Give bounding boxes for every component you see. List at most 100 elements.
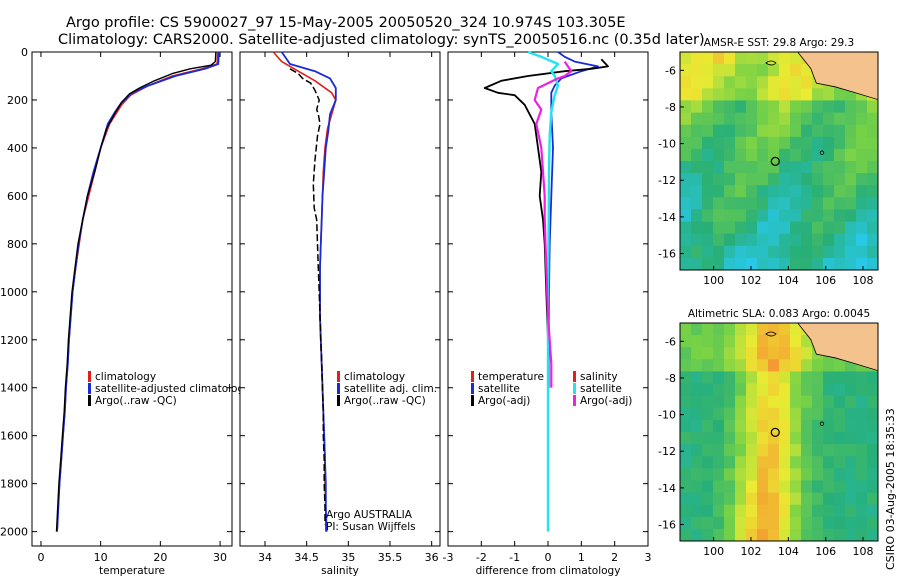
difference-panel: -3 -2 -1 0 1 2 3 difference from climatology tem… xyxy=(443,50,652,577)
sst_map-cell xyxy=(801,197,813,210)
sla_map-cell xyxy=(735,432,747,445)
sla_map-cell xyxy=(768,432,780,445)
sla_map-cell xyxy=(812,383,824,397)
sla_map-cell xyxy=(680,516,692,530)
difference-xtick-label: -1 xyxy=(509,551,520,564)
sst_map-cell xyxy=(834,245,846,259)
sla_map-cell xyxy=(845,468,857,481)
sla_map-cell xyxy=(812,480,824,494)
sla_map-cell xyxy=(746,432,758,445)
sla_map-cell xyxy=(790,504,802,518)
sla_map-cell xyxy=(856,407,868,421)
difference-xtick-label: -2 xyxy=(476,551,487,564)
sst_map-cell xyxy=(779,257,791,270)
difference-legend-swatch xyxy=(573,395,576,406)
sst_map-cell xyxy=(812,245,824,259)
sst_map-cell xyxy=(746,197,758,210)
salinity-legend-swatch xyxy=(337,383,340,394)
sla_map-cell xyxy=(867,444,878,457)
sst_map-cell xyxy=(779,136,791,150)
sla_map-cell xyxy=(834,456,846,469)
sst_map-cell xyxy=(680,64,692,77)
sla_map-cell xyxy=(724,359,736,372)
sla_map-cell xyxy=(867,407,878,421)
sla_map-cell xyxy=(713,444,725,457)
sst_map-cell xyxy=(691,209,703,223)
sla_map-cell xyxy=(757,323,769,336)
sla_map-cell xyxy=(680,371,692,385)
sla_map-cell xyxy=(834,480,846,494)
sst_map-cell xyxy=(746,161,758,174)
sst_map-cell xyxy=(713,173,725,186)
sla_map-cell xyxy=(713,480,725,494)
sst_map-cell xyxy=(746,88,758,101)
sla_map-cell xyxy=(735,347,747,360)
salinity-xtick-label: 34 xyxy=(258,551,272,564)
sst_map-cell xyxy=(834,173,846,186)
sst_map-cell xyxy=(823,197,835,210)
sst_map-cell xyxy=(702,88,714,101)
sla_map-cell xyxy=(812,359,824,372)
sla_map-cell xyxy=(724,444,736,457)
sla_map-cell xyxy=(801,407,813,421)
sst_map-cell xyxy=(691,64,703,77)
difference-xtick-label: 1 xyxy=(578,551,585,564)
sla_map-cell xyxy=(724,335,736,348)
sst_map-cell xyxy=(680,136,692,150)
sst_map-cell xyxy=(768,76,780,89)
sla_map-cell xyxy=(680,432,692,445)
sla_map-cell xyxy=(801,359,813,372)
sla_map-cell xyxy=(779,516,791,530)
sst_map-cell xyxy=(801,148,813,162)
sst_map-cell xyxy=(812,173,824,186)
sla_map-cell xyxy=(702,395,714,409)
sst_map-cell xyxy=(757,245,769,259)
sla_map-cell xyxy=(790,528,802,541)
sst_map-cell xyxy=(823,233,835,247)
sst_map-cell xyxy=(713,257,725,270)
sst_map-cell xyxy=(724,257,736,270)
sst_map-cell xyxy=(691,185,703,198)
sst_map-cell xyxy=(834,112,846,126)
sla_map-cell xyxy=(757,359,769,372)
sla_map-cell xyxy=(790,371,802,385)
sla_map-cell xyxy=(680,456,692,469)
sla_map-cell xyxy=(757,492,769,506)
sst_map-cell xyxy=(724,161,736,174)
sla_map-cell xyxy=(735,419,747,433)
sst_map-cell xyxy=(845,112,857,126)
sla_map-cell xyxy=(735,492,747,506)
sst_map-cell xyxy=(845,148,857,162)
sst_map-xtick-label: 106 xyxy=(815,274,836,287)
sst_map-contour xyxy=(765,60,777,66)
sst_map-cell xyxy=(823,245,835,259)
sst_map-cell xyxy=(691,148,703,162)
sla_map-cell xyxy=(834,359,846,372)
sla_map-cell xyxy=(779,504,791,518)
sla_map-cell xyxy=(702,492,714,506)
sla_map-cell xyxy=(735,444,747,457)
sst_map-cell xyxy=(790,136,802,150)
sla_map-cell xyxy=(691,492,703,506)
sla_map-cell xyxy=(834,371,846,385)
sla_map-cell xyxy=(768,395,780,409)
sst_map-cell xyxy=(735,76,747,89)
sla_map-cell xyxy=(845,492,857,506)
sla_map-cell xyxy=(757,371,769,385)
sla_map-cell xyxy=(801,528,813,541)
sst_map-cell xyxy=(680,52,692,65)
sla_map-cell xyxy=(713,359,725,372)
sla_map-cell xyxy=(867,456,878,469)
sla_map-cell xyxy=(812,456,824,469)
sst_map-cell xyxy=(768,173,780,186)
sst_map-cell xyxy=(790,100,802,114)
sla_map-cell xyxy=(867,492,878,506)
sst_map-cell xyxy=(801,161,813,174)
sla_map-cell xyxy=(724,323,736,336)
sla_map-cell xyxy=(801,371,813,385)
sst_map-cell xyxy=(823,88,835,101)
sst_map-cell xyxy=(779,124,791,138)
sla_map-frame xyxy=(679,322,879,542)
sst_map-cell xyxy=(724,245,736,259)
